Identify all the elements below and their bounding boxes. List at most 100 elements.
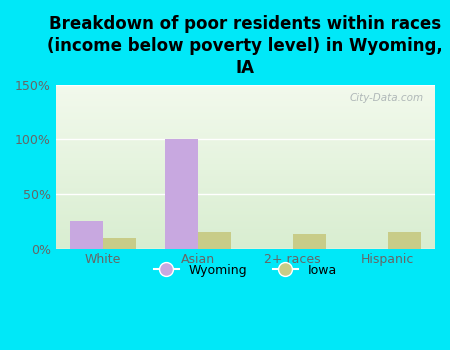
Bar — [56, 152, 435, 153]
Bar — [56, 211, 435, 212]
Bar — [56, 176, 435, 177]
Bar — [56, 100, 435, 101]
Bar — [56, 85, 435, 86]
Bar — [70, 221, 103, 248]
Bar — [56, 86, 435, 87]
Bar — [56, 157, 435, 158]
Bar — [56, 234, 435, 236]
Bar — [56, 149, 435, 150]
Bar — [56, 241, 435, 242]
Bar — [56, 168, 435, 169]
Bar — [56, 112, 435, 113]
Bar — [56, 200, 435, 201]
Bar — [56, 197, 435, 198]
Bar — [56, 90, 435, 91]
Bar — [56, 142, 435, 143]
Bar — [56, 232, 435, 233]
Bar — [56, 210, 435, 211]
Bar — [56, 118, 435, 119]
Bar — [56, 140, 435, 141]
Bar — [165, 139, 198, 248]
Bar — [56, 233, 435, 234]
Bar — [387, 232, 421, 248]
Text: City-Data.com: City-Data.com — [350, 93, 423, 103]
Bar — [56, 220, 435, 221]
Bar — [56, 124, 435, 125]
Bar — [56, 161, 435, 162]
Bar — [56, 105, 435, 106]
Bar — [56, 165, 435, 166]
Bar — [56, 151, 435, 152]
Bar — [56, 148, 435, 149]
Bar — [56, 98, 435, 99]
Bar — [56, 213, 435, 214]
Bar — [56, 224, 435, 225]
Bar — [56, 217, 435, 218]
Bar — [56, 116, 435, 117]
Bar — [56, 132, 435, 133]
Bar — [56, 133, 435, 134]
Bar — [56, 225, 435, 226]
Bar — [56, 195, 435, 196]
Bar — [56, 113, 435, 114]
Bar — [56, 101, 435, 102]
Bar — [56, 208, 435, 209]
Bar — [56, 239, 435, 240]
Bar — [56, 193, 435, 194]
Bar — [56, 131, 435, 132]
Bar — [56, 182, 435, 183]
Bar — [56, 139, 435, 140]
Bar — [56, 238, 435, 239]
Bar — [56, 203, 435, 204]
Bar — [56, 111, 435, 112]
Bar — [56, 169, 435, 170]
Bar — [56, 198, 435, 200]
Bar — [56, 215, 435, 216]
Legend: Wyoming, Iowa: Wyoming, Iowa — [149, 259, 342, 282]
Bar — [56, 159, 435, 160]
Bar — [56, 89, 435, 90]
Bar — [56, 96, 435, 97]
Bar — [56, 94, 435, 95]
Bar — [56, 136, 435, 137]
Bar — [56, 206, 435, 207]
Bar — [56, 216, 435, 217]
Bar — [56, 129, 435, 130]
Bar — [56, 191, 435, 192]
Bar — [56, 106, 435, 107]
Bar — [56, 247, 435, 248]
Bar — [56, 181, 435, 182]
Bar — [56, 231, 435, 232]
Bar — [56, 228, 435, 229]
Bar — [56, 196, 435, 197]
Bar — [56, 214, 435, 215]
Bar — [56, 245, 435, 246]
Bar — [56, 156, 435, 157]
Bar — [56, 126, 435, 127]
Bar — [56, 204, 435, 205]
Bar — [56, 209, 435, 210]
Bar — [56, 219, 435, 220]
Bar — [56, 178, 435, 179]
Bar — [56, 163, 435, 164]
Bar — [56, 199, 435, 200]
Bar — [56, 93, 435, 94]
Bar — [56, 115, 435, 116]
Bar — [56, 122, 435, 123]
Bar — [56, 167, 435, 168]
Bar — [56, 170, 435, 171]
Bar — [56, 201, 435, 202]
Bar — [56, 230, 435, 231]
Bar — [56, 223, 435, 224]
Bar — [56, 166, 435, 167]
Bar — [56, 237, 435, 238]
Bar — [56, 107, 435, 108]
Bar — [198, 232, 231, 248]
Bar — [56, 137, 435, 138]
Bar — [56, 175, 435, 176]
Bar — [56, 147, 435, 148]
Bar — [56, 99, 435, 100]
Bar — [56, 146, 435, 147]
Bar — [56, 84, 435, 85]
Bar — [56, 130, 435, 131]
